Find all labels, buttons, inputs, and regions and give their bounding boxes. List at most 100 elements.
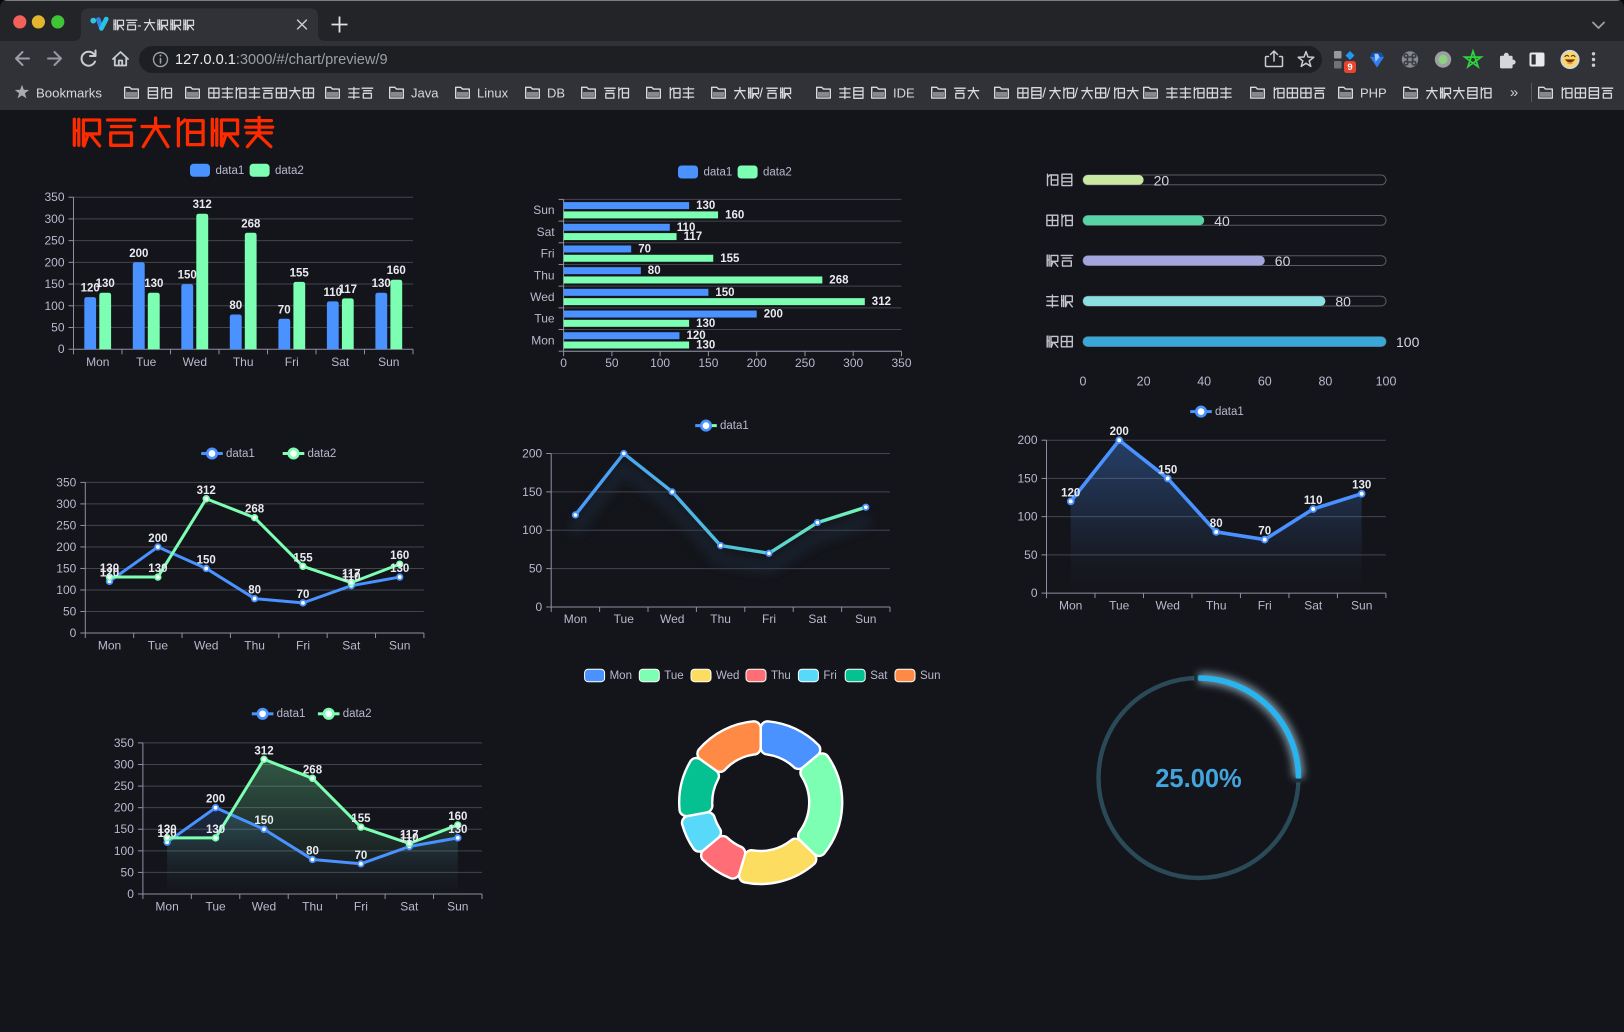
svg-text:data2: data2: [763, 167, 792, 179]
svg-text:350: 350: [56, 475, 76, 489]
svg-text:data1: data1: [277, 708, 306, 720]
svg-text:40: 40: [1214, 213, 1230, 229]
svg-text:120: 120: [1061, 487, 1080, 499]
svg-text:Tue: Tue: [1109, 599, 1130, 613]
svg-text:150: 150: [114, 822, 134, 836]
svg-text:Mon: Mon: [531, 333, 554, 347]
svg-text:Bookmarks: Bookmarks: [36, 86, 102, 101]
svg-text:Tue: Tue: [614, 612, 635, 626]
svg-text:data2: data2: [308, 448, 337, 460]
svg-text:/: /: [1074, 86, 1078, 101]
svg-text:160: 160: [390, 550, 409, 562]
svg-text:200: 200: [114, 801, 134, 815]
svg-text:130: 130: [148, 563, 167, 575]
svg-text:Thu: Thu: [771, 670, 791, 682]
svg-text:70: 70: [1258, 526, 1271, 538]
svg-text:100: 100: [650, 356, 670, 370]
svg-text:160: 160: [387, 265, 406, 277]
svg-text:80: 80: [229, 300, 242, 312]
svg-text:0: 0: [1031, 586, 1038, 600]
svg-text:155: 155: [293, 552, 313, 564]
svg-text:350: 350: [114, 736, 134, 750]
svg-text:Mon: Mon: [98, 639, 121, 653]
svg-text:PHP: PHP: [1360, 86, 1387, 101]
svg-text:Thu: Thu: [244, 639, 265, 653]
svg-text:Tue: Tue: [148, 639, 169, 653]
svg-text:100: 100: [56, 583, 76, 597]
svg-text:117: 117: [400, 830, 419, 842]
svg-text:130: 130: [372, 278, 391, 290]
svg-text:200: 200: [747, 356, 767, 370]
svg-text:Sat: Sat: [342, 639, 361, 653]
svg-text:Thu: Thu: [1206, 599, 1227, 613]
svg-text:200: 200: [44, 255, 64, 269]
svg-text:130: 130: [144, 278, 163, 290]
svg-text:Sat: Sat: [537, 225, 556, 239]
svg-text:Fri: Fri: [823, 670, 836, 682]
svg-text:110: 110: [677, 222, 696, 234]
svg-text:Fri: Fri: [1258, 599, 1272, 613]
svg-text:Thu: Thu: [534, 268, 555, 282]
svg-text:40: 40: [1197, 375, 1211, 389]
svg-text:130: 130: [696, 318, 715, 330]
svg-text:Mon: Mon: [86, 355, 109, 369]
svg-text:IDE: IDE: [893, 86, 915, 101]
svg-text:150: 150: [698, 356, 718, 370]
svg-text:100: 100: [1396, 334, 1420, 350]
svg-text:120: 120: [81, 283, 100, 295]
svg-text:Thu: Thu: [710, 612, 731, 626]
svg-text:Java: Java: [411, 86, 439, 101]
svg-text:Sun: Sun: [389, 639, 410, 653]
svg-text:268: 268: [245, 504, 265, 516]
svg-text:Mon: Mon: [610, 670, 632, 682]
svg-text:80: 80: [306, 846, 319, 858]
svg-text:110: 110: [1304, 495, 1323, 507]
svg-text:160: 160: [448, 811, 467, 823]
svg-text:130: 130: [448, 824, 467, 836]
svg-text:130: 130: [1352, 480, 1371, 492]
svg-text:Wed: Wed: [252, 899, 276, 913]
svg-text:60: 60: [1275, 253, 1291, 269]
svg-text:Wed: Wed: [660, 612, 684, 626]
svg-text:200: 200: [522, 447, 542, 461]
svg-text:130: 130: [158, 824, 177, 836]
svg-text:100: 100: [1376, 375, 1397, 389]
svg-text:110: 110: [400, 833, 419, 845]
svg-text:70: 70: [638, 244, 651, 256]
svg-text:50: 50: [63, 605, 77, 619]
svg-text:300: 300: [56, 497, 76, 511]
svg-text:Fri: Fri: [354, 899, 368, 913]
svg-text:Fri: Fri: [285, 355, 299, 369]
svg-text:0: 0: [560, 356, 567, 370]
svg-text:150: 150: [522, 485, 542, 499]
svg-text:312: 312: [254, 745, 273, 757]
svg-text:Wed: Wed: [716, 670, 739, 682]
svg-text:160: 160: [725, 209, 744, 221]
svg-text:250: 250: [44, 234, 64, 248]
svg-text:268: 268: [303, 764, 323, 776]
svg-text:80: 80: [1335, 294, 1351, 310]
svg-text:250: 250: [114, 779, 134, 793]
svg-text:Mon: Mon: [564, 612, 587, 626]
svg-text:data2: data2: [275, 165, 304, 177]
svg-text:50: 50: [1024, 548, 1038, 562]
svg-text:100: 100: [522, 523, 542, 537]
svg-text:150: 150: [178, 270, 197, 282]
svg-text:-: -: [137, 17, 141, 32]
svg-text:80: 80: [1318, 375, 1332, 389]
svg-text:Sun: Sun: [1351, 599, 1372, 613]
svg-text:350: 350: [891, 356, 911, 370]
svg-text:Linux: Linux: [477, 86, 509, 101]
svg-text:120: 120: [687, 330, 706, 342]
svg-text:120: 120: [158, 828, 177, 840]
svg-text:250: 250: [56, 518, 76, 532]
svg-text:130: 130: [390, 563, 409, 575]
svg-text:250: 250: [795, 356, 815, 370]
svg-text:Mon: Mon: [155, 899, 178, 913]
svg-text:Tue: Tue: [136, 355, 157, 369]
svg-text:Sun: Sun: [533, 203, 554, 217]
svg-text:Mon: Mon: [1059, 599, 1082, 613]
svg-text:150: 150: [44, 277, 64, 291]
svg-text:200: 200: [1110, 426, 1129, 438]
svg-text:»: »: [1510, 84, 1518, 101]
